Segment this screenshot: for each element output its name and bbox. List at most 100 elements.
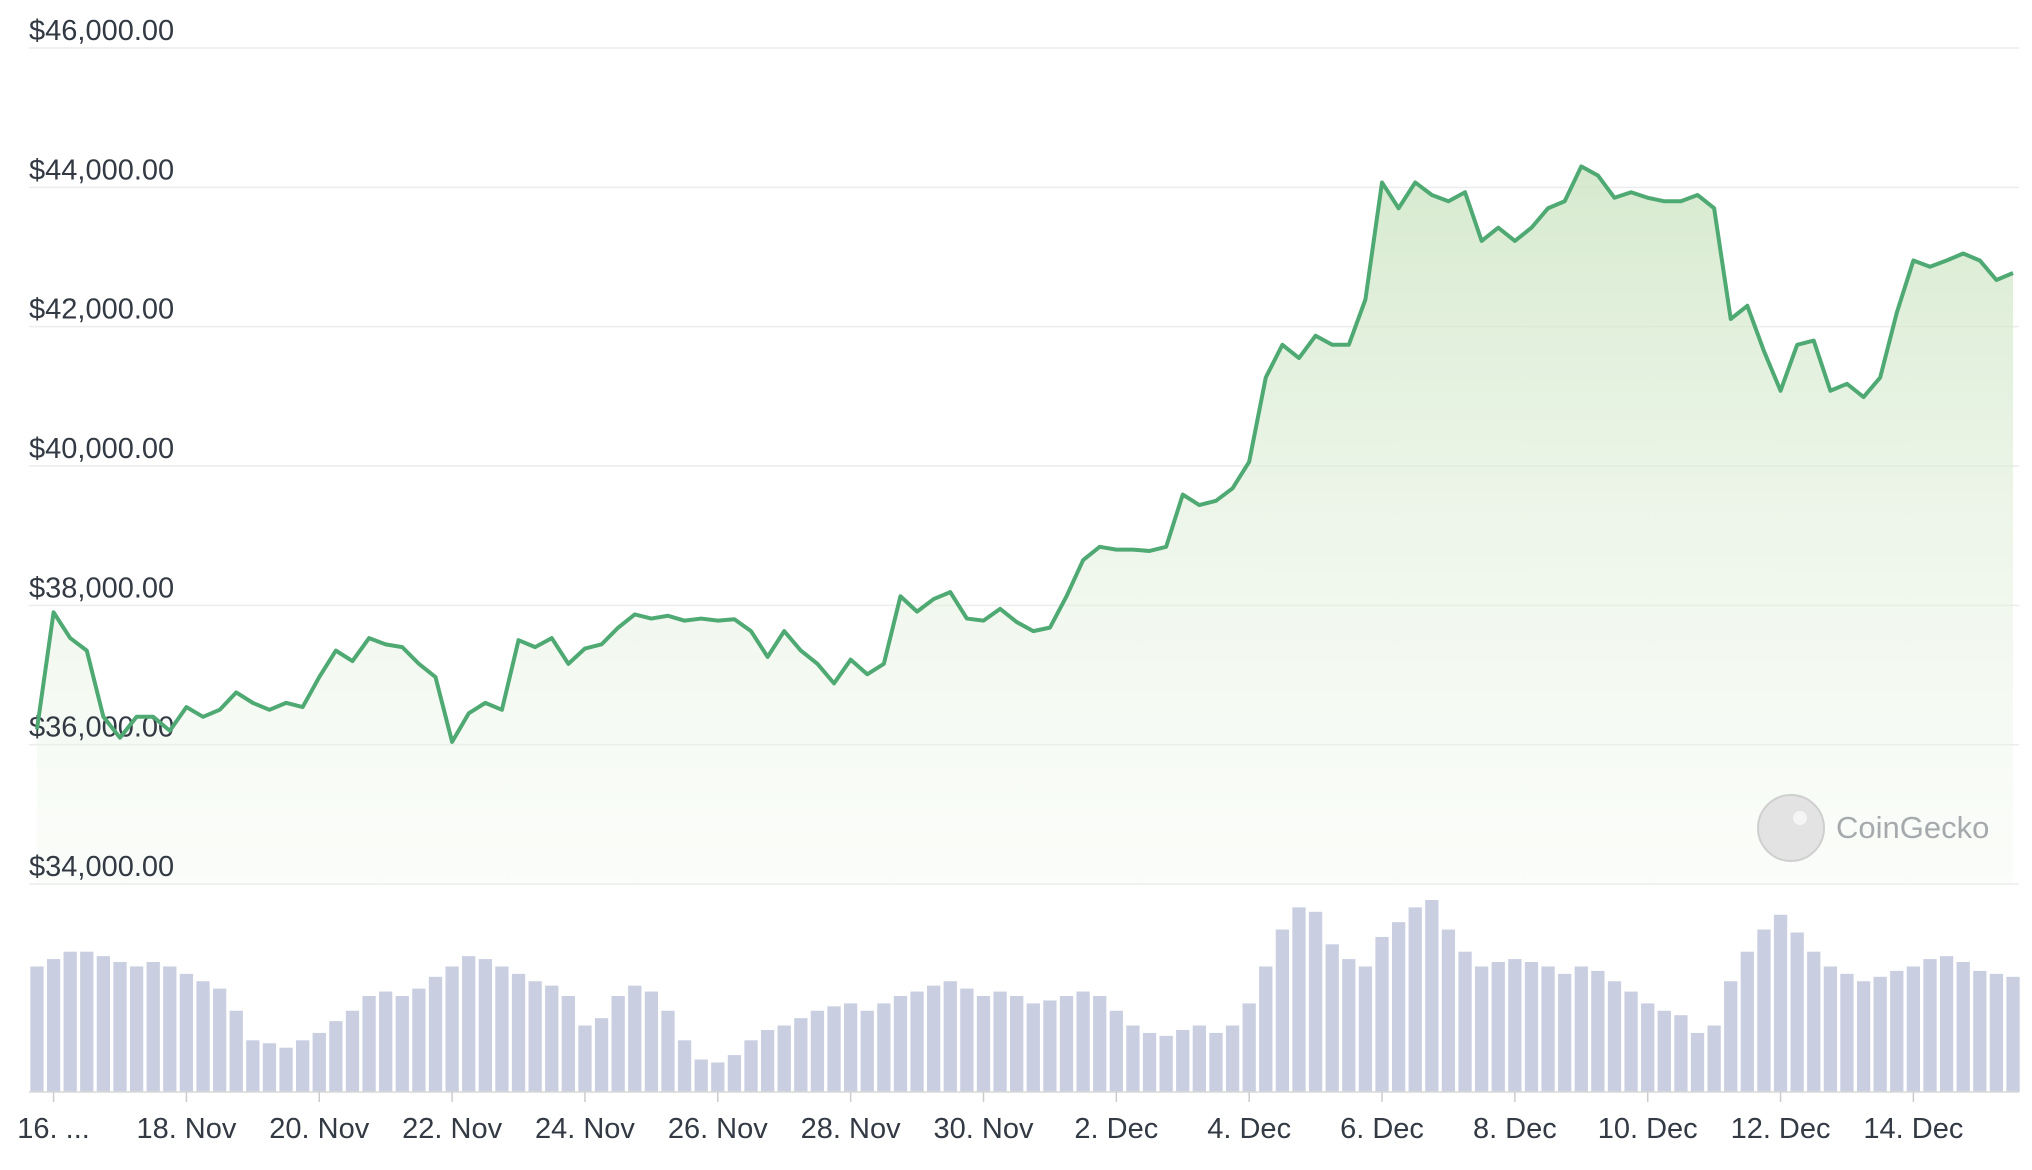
- y-tick-label: $42,000.00: [29, 294, 174, 326]
- x-tick-label: 22. Nov: [402, 1113, 502, 1145]
- volume-bar: [113, 962, 127, 1092]
- volume-bar: [1076, 991, 1090, 1092]
- volume-bar: [1591, 970, 1605, 1092]
- volume-bar: [661, 1010, 675, 1092]
- volume-bar: [561, 996, 575, 1092]
- volume-bar: [362, 996, 376, 1092]
- x-tick-label: 12. Dec: [1731, 1113, 1831, 1145]
- volume-bar: [1790, 932, 1804, 1092]
- volume-bar: [296, 1040, 310, 1092]
- volume-bar: [179, 973, 194, 1092]
- volume-bar: [1441, 929, 1456, 1092]
- volume-bar: [877, 1003, 891, 1092]
- volume-bar: [777, 1025, 791, 1092]
- x-tick-label: 4. Dec: [1207, 1113, 1291, 1145]
- volume-bar: [379, 991, 393, 1092]
- volume-bar: [594, 1018, 609, 1092]
- y-tick-label: $40,000.00: [29, 433, 174, 465]
- volume-bar: [1026, 1003, 1040, 1092]
- volume-bar: [760, 1029, 775, 1092]
- volume-bar: [644, 991, 659, 1092]
- volume-bar: [1275, 929, 1290, 1092]
- volume-bar: [1126, 1025, 1140, 1092]
- volume-bar: [1840, 973, 1854, 1092]
- x-tick-label: 16. ...: [17, 1113, 90, 1145]
- volume-bar: [893, 996, 908, 1092]
- volume-bar: [1308, 911, 1323, 1092]
- volume-bar: [810, 1010, 825, 1092]
- volume-bar: [1807, 951, 1821, 1092]
- x-tick-label: 20. Nov: [269, 1113, 369, 1145]
- volume-bar: [1176, 1029, 1190, 1092]
- volume-bar: [1856, 981, 1871, 1092]
- volume-bar: [993, 991, 1007, 1092]
- volume-bar: [196, 981, 210, 1092]
- volume-bar: [1292, 907, 1306, 1092]
- volume-bar: [1010, 996, 1024, 1092]
- x-tick-label: 14. Dec: [1863, 1113, 1963, 1145]
- volume-bar: [1475, 966, 1489, 1092]
- volume-bar: [1740, 951, 1754, 1092]
- volume-bar: [1574, 966, 1588, 1092]
- volume-bar: [1989, 973, 2004, 1092]
- volume-bar: [1923, 959, 1937, 1092]
- volume-bar: [727, 1055, 742, 1092]
- volume-bar: [1209, 1032, 1223, 1092]
- volume-bar: [1491, 962, 1505, 1092]
- volume-bar: [1408, 907, 1422, 1092]
- volume-bar: [329, 1021, 343, 1092]
- volume-bar: [744, 1040, 758, 1092]
- volume-bar: [1823, 966, 1838, 1092]
- volume-bar: [1225, 1025, 1240, 1092]
- volume-bar: [711, 1062, 725, 1092]
- volume-bar: [80, 951, 94, 1092]
- volume-bar: [1906, 966, 1921, 1092]
- volume-bar: [943, 981, 957, 1092]
- volume-bar: [1159, 1035, 1173, 1092]
- volume-bar: [30, 966, 44, 1092]
- volume-bar: [1773, 914, 1788, 1092]
- volume-bar: [927, 985, 941, 1092]
- volume-bar: [428, 976, 443, 1092]
- volume-bar: [1541, 966, 1555, 1092]
- volume-bar: [1624, 991, 1638, 1092]
- volume-bar: [1956, 962, 1970, 1092]
- volume-bar: [46, 959, 61, 1092]
- x-tick-label: 26. Nov: [668, 1113, 768, 1145]
- volume-bar: [860, 1010, 874, 1092]
- volume-bar: [677, 1040, 692, 1092]
- volume-bar: [611, 996, 625, 1092]
- volume-bar: [1192, 1025, 1206, 1092]
- volume-bar: [1757, 929, 1771, 1092]
- volume-bar: [495, 966, 509, 1092]
- volume-bar: [1973, 970, 1987, 1092]
- y-tick-label: $34,000.00: [29, 851, 174, 883]
- volume-bar: [1707, 1025, 1721, 1092]
- volume-bar: [229, 1010, 243, 1092]
- volume-bar: [1109, 1010, 1123, 1092]
- volume-bar: [1724, 981, 1738, 1092]
- volume-bar: [2006, 976, 2020, 1092]
- volume-bar: [1657, 1010, 1671, 1092]
- volume-bar: [1641, 1003, 1655, 1092]
- volume-bar: [462, 956, 476, 1092]
- volume-bar: [1508, 959, 1522, 1092]
- volume-bar: [279, 1047, 293, 1092]
- volume-bar: [1890, 970, 1904, 1092]
- volume-bar: [694, 1059, 708, 1092]
- y-tick-label: $44,000.00: [29, 154, 174, 186]
- volume-bar: [1939, 956, 1954, 1092]
- watermark-logo: [1757, 794, 1825, 862]
- y-tick-label: $46,000.00: [29, 15, 174, 47]
- x-tick-label: 30. Nov: [934, 1113, 1034, 1145]
- volume-bar: [1059, 996, 1074, 1092]
- volume-bar: [1607, 981, 1622, 1092]
- y-tick-label: $38,000.00: [29, 572, 174, 604]
- volume-bar: [578, 1025, 592, 1092]
- x-tick-label: 2. Dec: [1074, 1113, 1158, 1145]
- volume-bar: [312, 1032, 326, 1092]
- volume-bar: [395, 996, 409, 1092]
- volume-bar: [96, 956, 111, 1092]
- watermark: CoinGecko: [1757, 794, 1989, 862]
